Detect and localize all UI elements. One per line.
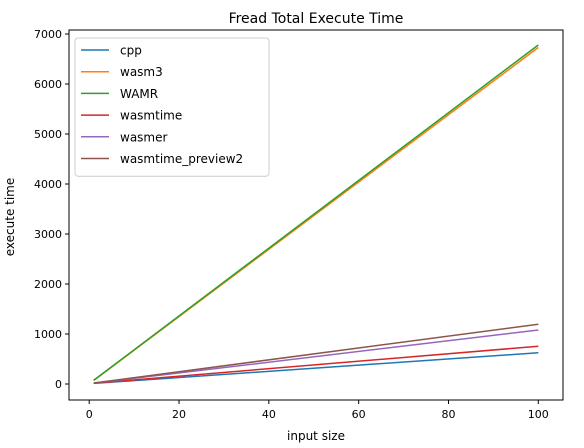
- y-axis-label: execute time: [3, 178, 17, 257]
- series-line-wasmer: [93, 329, 539, 384]
- legend-label-WAMR: WAMR: [120, 87, 158, 101]
- y-tick-label: 4000: [34, 178, 62, 191]
- chart-title: Fread Total Execute Time: [229, 11, 404, 27]
- y-tick-label: 3000: [34, 228, 62, 241]
- y-tick-label: 5000: [34, 128, 62, 141]
- x-tick-label: 80: [441, 408, 455, 421]
- legend-box: [74, 37, 270, 177]
- series-line-WAMR: [93, 44, 539, 381]
- series-line-cpp: [93, 352, 539, 385]
- legend-label-wasm3: wasm3: [120, 65, 163, 79]
- y-tick-label: 7000: [34, 28, 62, 41]
- legend-label-wasmtime: wasmtime: [120, 109, 182, 123]
- x-axis-label: input size: [287, 429, 345, 443]
- x-tick-label: 100: [528, 408, 549, 421]
- plot-frame: [68, 29, 564, 401]
- legend-label-cpp: cpp: [120, 44, 142, 58]
- series-line-wasmtime: [93, 345, 539, 384]
- series-line-wasmtime_preview2: [93, 323, 539, 384]
- x-tick-label: 40: [262, 408, 276, 421]
- legend-label-wasmer: wasmer: [120, 130, 167, 144]
- y-tick-label: 1000: [34, 328, 62, 341]
- legend: cpp wasm3 WAMR wasmtime wasmer wasmtime_previ…: [74, 37, 270, 177]
- y-tick-label: 0: [55, 378, 62, 391]
- x-tick-label: 0: [86, 408, 93, 421]
- legend-label-wasmtime_preview2: wasmtime_preview2: [120, 152, 243, 166]
- series-layer: [93, 44, 539, 385]
- y-tick-label: 2000: [34, 278, 62, 291]
- x-tick-label: 20: [172, 408, 186, 421]
- ticks-layer: 0 20 40 60 80 1000100020003000400050006000700…: [34, 28, 549, 421]
- y-tick-label: 6000: [34, 78, 62, 91]
- x-tick-label: 60: [352, 408, 366, 421]
